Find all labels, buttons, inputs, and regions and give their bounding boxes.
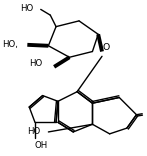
Text: OH: OH — [34, 141, 47, 150]
Text: HO: HO — [29, 58, 43, 68]
Text: O: O — [103, 43, 110, 52]
Text: HO: HO — [27, 127, 41, 136]
Text: HO: HO — [20, 4, 33, 13]
Text: HO,: HO, — [2, 40, 18, 49]
